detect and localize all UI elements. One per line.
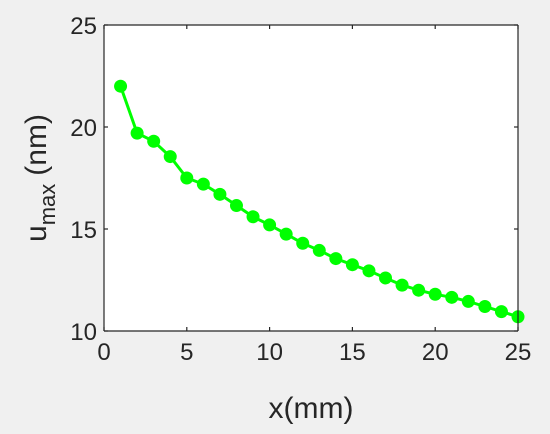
y-tick-label: 25 bbox=[70, 13, 97, 40]
y-tick-label: 20 bbox=[70, 115, 97, 142]
x-tick-label: 5 bbox=[180, 339, 193, 366]
x-tick-label: 25 bbox=[505, 339, 532, 366]
axes-layer bbox=[103, 24, 519, 332]
tick-layer: 0 5 10 15 20 25 10 15 20 25 bbox=[70, 13, 531, 366]
data-point bbox=[180, 171, 194, 185]
data-point bbox=[130, 126, 144, 140]
plot-area bbox=[104, 25, 518, 331]
y-axis-label-unit: (nm) bbox=[20, 114, 53, 176]
data-point bbox=[445, 290, 459, 304]
data-point bbox=[379, 271, 393, 285]
y-axis-label-base: u bbox=[20, 225, 53, 242]
data-point bbox=[494, 305, 508, 319]
series-layer bbox=[114, 79, 525, 324]
x-tick-label: 10 bbox=[256, 339, 283, 366]
y-tick-label: 10 bbox=[70, 319, 97, 346]
data-point bbox=[461, 294, 475, 308]
y-tick-label: 15 bbox=[70, 217, 97, 244]
y-axis-label-subscript: max bbox=[35, 184, 60, 226]
data-point bbox=[163, 150, 177, 164]
data-point bbox=[279, 227, 293, 241]
data-point bbox=[345, 258, 359, 272]
data-point bbox=[196, 177, 210, 191]
data-point bbox=[213, 187, 227, 201]
data-point bbox=[246, 210, 260, 224]
data-point bbox=[478, 300, 492, 314]
data-point bbox=[147, 134, 161, 148]
y-axis-label: umax (nm) bbox=[20, 114, 60, 242]
y-axis-label-group: umax (nm) bbox=[20, 114, 60, 242]
data-point bbox=[312, 243, 326, 257]
data-point bbox=[428, 287, 442, 301]
data-point bbox=[229, 199, 243, 213]
data-point bbox=[329, 252, 343, 266]
data-point bbox=[114, 79, 128, 93]
data-point bbox=[412, 283, 426, 297]
x-tick-label: 0 bbox=[97, 339, 110, 366]
data-point bbox=[395, 278, 409, 292]
x-tick-label: 20 bbox=[422, 339, 449, 366]
data-point bbox=[362, 264, 376, 278]
x-tick-label: 15 bbox=[339, 339, 366, 366]
x-axis-label: x(mm) bbox=[269, 392, 354, 425]
data-point bbox=[263, 218, 277, 232]
data-point bbox=[296, 236, 310, 250]
